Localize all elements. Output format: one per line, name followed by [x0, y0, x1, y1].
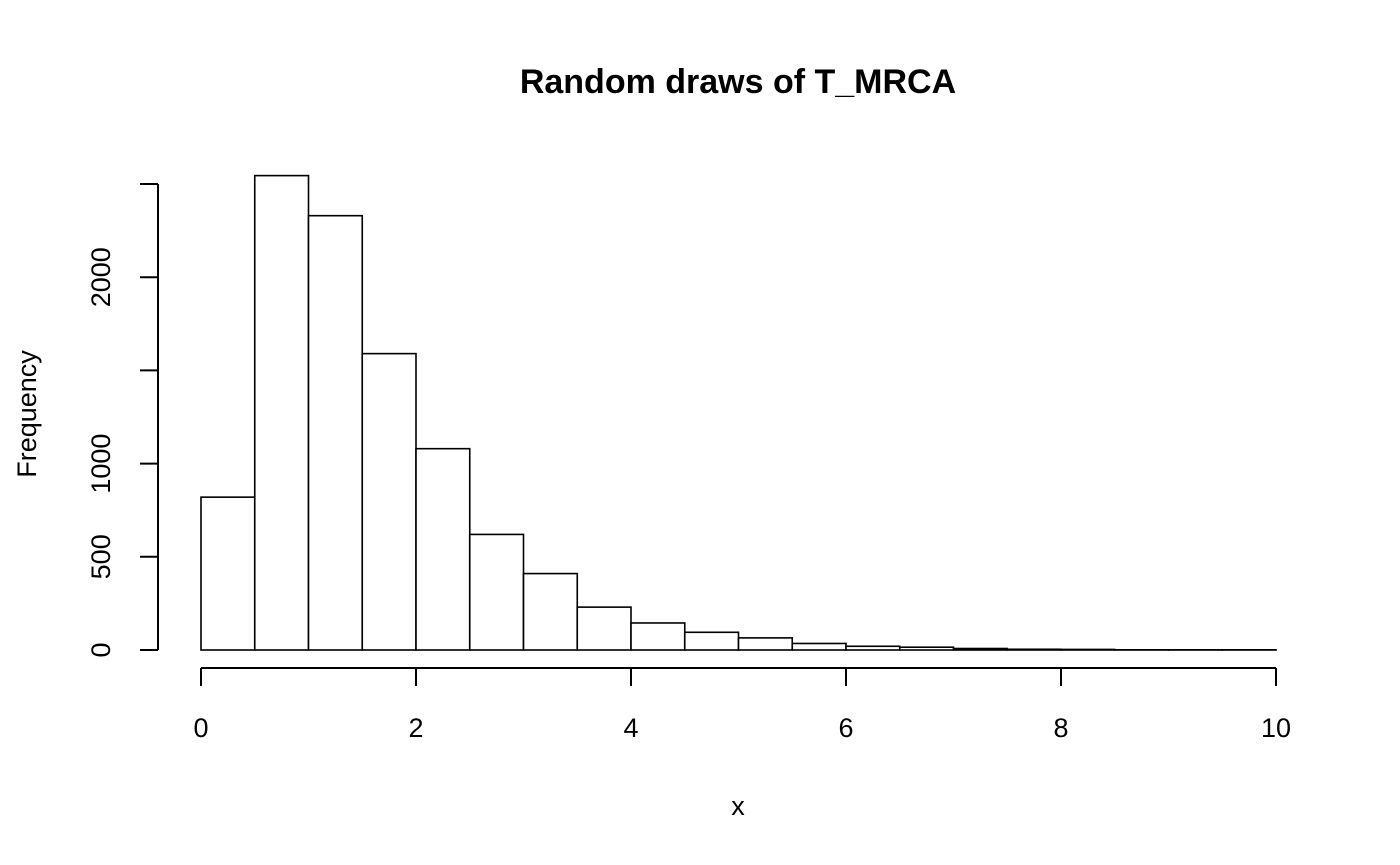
x-tick-label-0: 0 — [193, 713, 208, 743]
x-tick-label-5: 10 — [1261, 713, 1291, 743]
histogram-bar-16 — [1060, 648, 1116, 651]
histogram-bar-10 — [737, 637, 794, 651]
y-axis-label: Frequency — [12, 350, 42, 478]
x-tick-label-3: 6 — [838, 713, 853, 743]
x-tick-label-1: 2 — [408, 713, 423, 743]
histogram-bar-14 — [952, 647, 1009, 651]
x-axis-label: x — [731, 791, 745, 821]
histogram-bar-5 — [468, 533, 525, 651]
y-tick-label-2: 1000 — [86, 434, 116, 494]
histogram-bar-2 — [307, 214, 364, 651]
y-tick-label-0: 0 — [86, 642, 116, 657]
histogram-bar-11 — [791, 642, 847, 651]
y-tick-label-4: 2000 — [86, 247, 116, 307]
histogram-bar-15 — [1006, 648, 1062, 651]
chart-title: Random draws of T_MRCA — [520, 63, 956, 101]
y-axis: 0 500 1000 2000 — [86, 183, 159, 658]
histogram-bar-1 — [253, 174, 310, 651]
y-tick-label-1: 500 — [86, 534, 116, 579]
histogram-bar-3 — [361, 352, 417, 651]
histogram-bar-12 — [845, 645, 901, 651]
bars-group — [200, 174, 1277, 651]
x-tick-label-2: 4 — [623, 713, 638, 743]
histogram-bar-7 — [576, 606, 632, 651]
x-axis: 0 2 4 6 8 10 — [193, 667, 1291, 743]
histogram-bar-0 — [200, 496, 256, 651]
histogram-bar-9 — [683, 631, 740, 651]
x-tick-label-4: 8 — [1053, 713, 1068, 743]
histogram-bar-8 — [630, 622, 686, 651]
histogram-bar-13 — [898, 646, 955, 651]
histogram-bar-4 — [415, 447, 471, 651]
histogram-bar-6 — [522, 572, 579, 651]
